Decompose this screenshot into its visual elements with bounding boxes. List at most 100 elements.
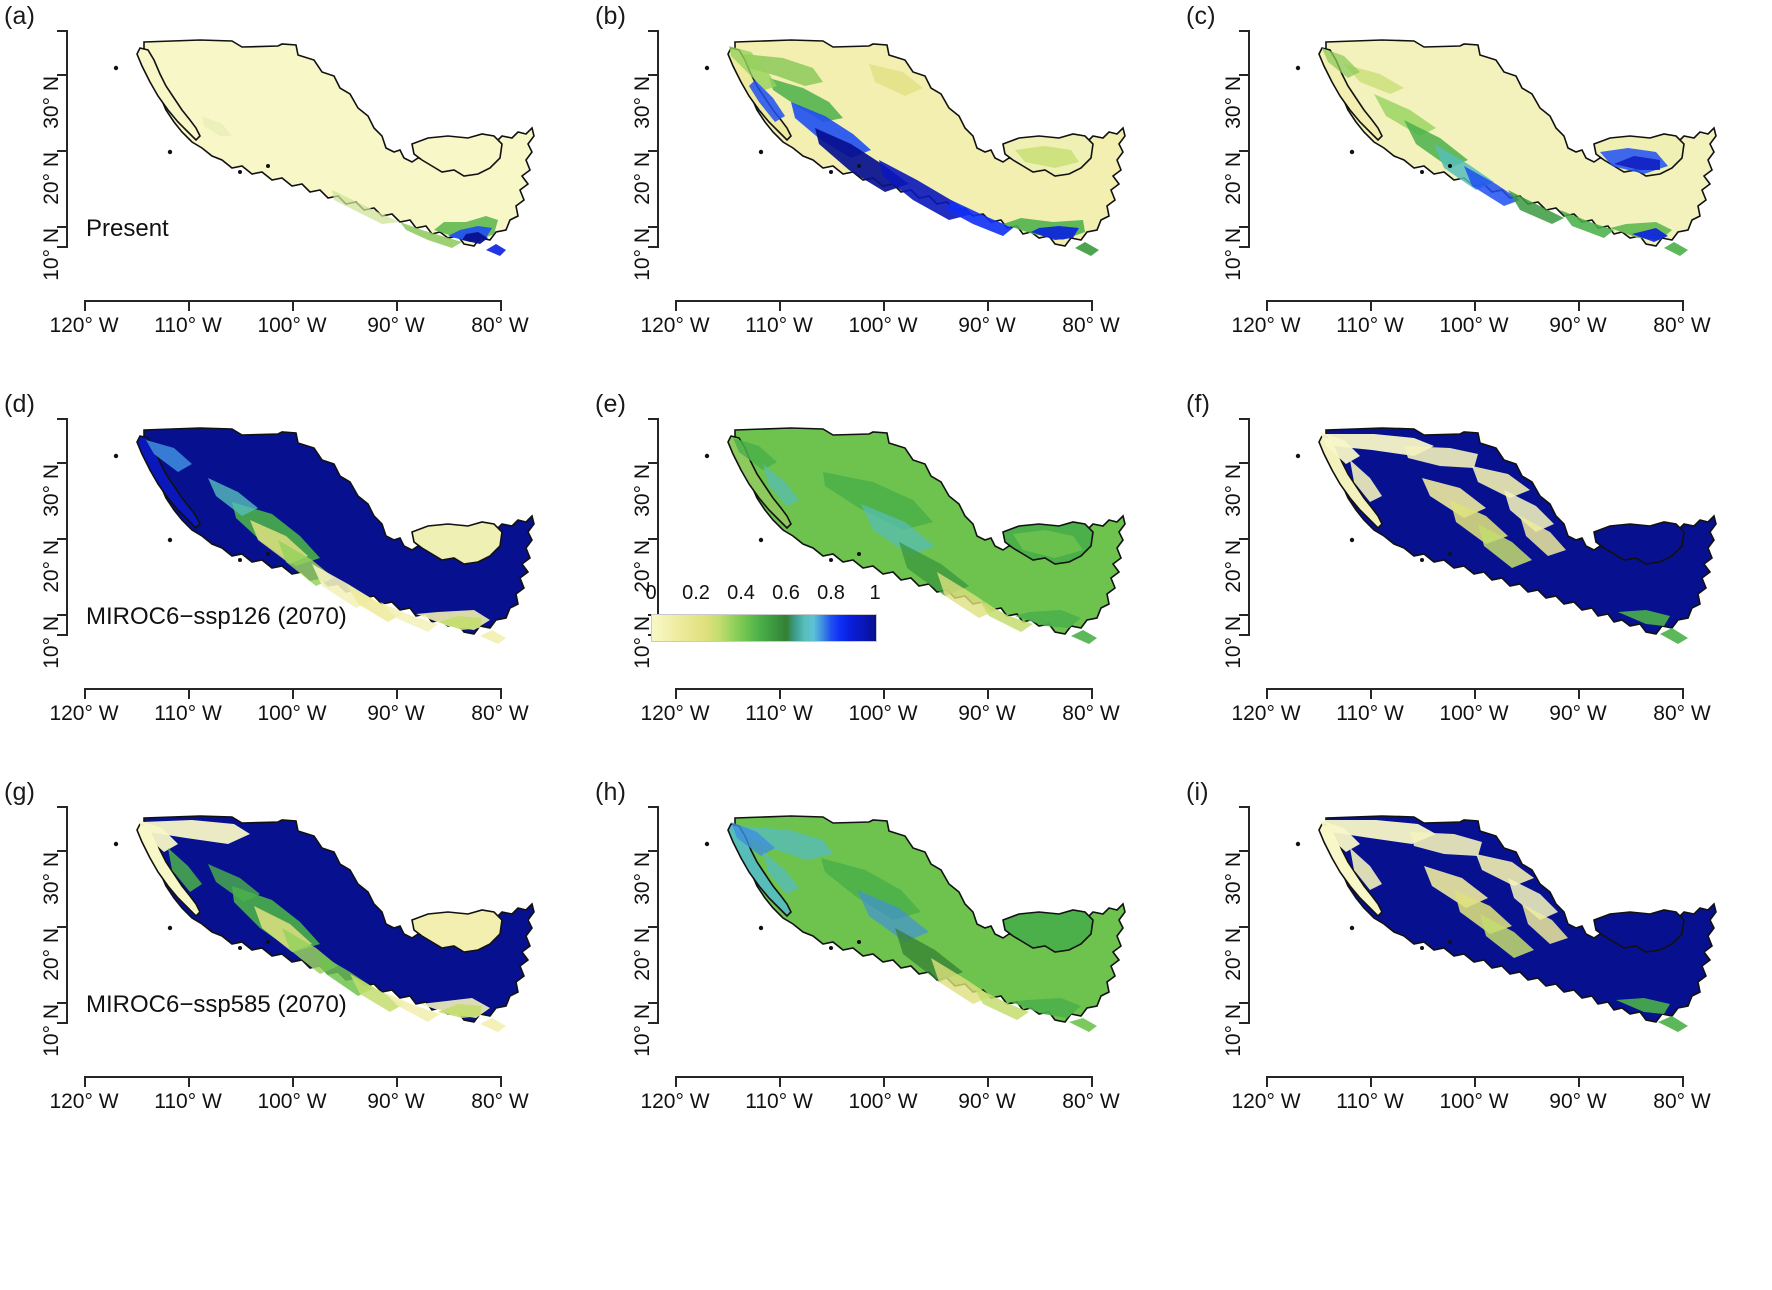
- x-tick-120w: [1266, 1076, 1268, 1087]
- x-tick-100w: [1474, 300, 1476, 311]
- map-e[interactable]: [663, 404, 1163, 686]
- y-axis-cap-top: [1239, 806, 1250, 808]
- y-tick-30: [57, 74, 68, 76]
- x-axis-b: 120° W 110° W 100° W 90° W 80° W: [640, 300, 1120, 337]
- x-tick-90w: [396, 1076, 398, 1087]
- panel-g[interactable]: (g) 30° N 20° N 10° N: [0, 776, 590, 1161]
- panel-label-e: (e): [595, 390, 627, 418]
- y-tick-10: [1239, 614, 1250, 616]
- x-tick-label-90w: 90° W: [367, 702, 425, 725]
- map-a[interactable]: [72, 16, 572, 298]
- y-tick-20: [648, 926, 659, 928]
- y-tick-10: [57, 614, 68, 616]
- x-tick-label-100w: 100° W: [1439, 1090, 1509, 1113]
- y-axis-cap-top: [648, 806, 659, 808]
- x-tick-90w: [987, 688, 989, 699]
- map-d[interactable]: [72, 404, 572, 686]
- y-tick-20: [57, 926, 68, 928]
- x-axis-e: 120° W 110° W 100° W 90° W 80° W: [640, 688, 1120, 725]
- x-tick-80w: [500, 1076, 502, 1087]
- colorbar-legend[interactable]: 0 0.2 0.4 0.6 0.8 1: [645, 582, 881, 644]
- x-tick-90w: [987, 1076, 989, 1087]
- x-tick-label-120w: 120° W: [49, 1090, 119, 1113]
- x-tick-label-120w: 120° W: [1231, 314, 1301, 337]
- x-tick-label-80w: 80° W: [471, 1090, 529, 1113]
- x-tick-label-100w: 100° W: [848, 702, 918, 725]
- x-tick-120w: [84, 1076, 86, 1087]
- y-axis-g: 30° N 20° N 10° N: [40, 806, 68, 1057]
- x-axis-a: 120° W 110° W 100° W 90° W 80° W: [49, 300, 529, 337]
- x-tick-label-80w: 80° W: [1062, 314, 1120, 337]
- panel-c[interactable]: (c) 30° N 20° N 10° N: [1182, 0, 1772, 385]
- panel-label-c: (c): [1186, 2, 1216, 30]
- x-tick-100w: [292, 688, 294, 699]
- x-tick-110w: [1370, 688, 1372, 699]
- x-tick-90w: [1578, 688, 1580, 699]
- y-axis-cap-top: [57, 806, 68, 808]
- y-tick-10: [1239, 1002, 1250, 1004]
- y-axis-cap-bottom: [57, 634, 68, 636]
- x-tick-label-120w: 120° W: [1231, 702, 1301, 725]
- map-c[interactable]: [1254, 16, 1754, 298]
- map-h[interactable]: [663, 792, 1163, 1074]
- y-axis-h: 30° N 20° N 10° N: [631, 806, 659, 1057]
- panel-e[interactable]: (e) 30° N 20° N 10° N: [591, 388, 1181, 773]
- x-tick-label-80w: 80° W: [471, 702, 529, 725]
- x-tick-110w: [1370, 300, 1372, 311]
- x-axis-g: 120° W 110° W 100° W 90° W 80° W: [49, 1076, 529, 1113]
- x-tick-110w: [188, 688, 190, 699]
- y-axis-i: 30° N 20° N 10° N: [1222, 806, 1250, 1057]
- x-axis-h: 120° W 110° W 100° W 90° W 80° W: [640, 1076, 1120, 1113]
- y-tick-20: [1239, 150, 1250, 152]
- panel-label-d: (d): [4, 390, 36, 418]
- y-tick-10: [1239, 226, 1250, 228]
- y-axis-cap-top: [57, 30, 68, 32]
- y-axis-cap-bottom: [1239, 634, 1250, 636]
- x-tick-label-120w: 120° W: [640, 314, 710, 337]
- x-tick-80w: [1091, 300, 1093, 311]
- x-tick-label-90w: 90° W: [1549, 1090, 1607, 1113]
- y-axis-a: 30° N 20° N 10° N: [40, 30, 68, 281]
- x-tick-90w: [396, 300, 398, 311]
- y-axis-cap-top: [648, 30, 659, 32]
- panel-b[interactable]: (b) 30° N 20° N 10° N: [591, 0, 1181, 385]
- y-axis-cap-top: [1239, 418, 1250, 420]
- legend-tick-0.4: 0.4: [727, 582, 755, 604]
- panel-h[interactable]: (h) 30° N 20° N 10° N: [591, 776, 1181, 1161]
- x-tick-label-100w: 100° W: [257, 702, 327, 725]
- y-tick-30: [648, 462, 659, 464]
- y-axis-b: 30° N 20° N 10° N: [631, 30, 659, 281]
- y-tick-20: [57, 538, 68, 540]
- panel-label-h: (h): [595, 778, 627, 806]
- x-tick-80w: [1682, 300, 1684, 311]
- panel-i[interactable]: (i) 30° N 20° N 10° N: [1182, 776, 1772, 1161]
- panel-a[interactable]: (a) 30° N 20° N 10° N: [0, 0, 590, 385]
- x-tick-110w: [188, 300, 190, 311]
- x-tick-label-110w: 110° W: [1336, 314, 1404, 337]
- x-tick-label-100w: 100° W: [848, 314, 918, 337]
- x-tick-120w: [675, 688, 677, 699]
- y-tick-20: [648, 538, 659, 540]
- x-tick-100w: [292, 300, 294, 311]
- map-i[interactable]: [1254, 792, 1754, 1074]
- y-tick-20: [57, 150, 68, 152]
- x-tick-label-120w: 120° W: [49, 314, 119, 337]
- panel-label-b: (b): [595, 2, 627, 30]
- x-tick-120w: [675, 300, 677, 311]
- x-tick-label-100w: 100° W: [257, 1090, 327, 1113]
- map-b[interactable]: [663, 16, 1163, 298]
- x-tick-label-90w: 90° W: [958, 1090, 1016, 1113]
- x-tick-90w: [1578, 300, 1580, 311]
- x-tick-label-120w: 120° W: [640, 1090, 710, 1113]
- y-tick-30: [1239, 74, 1250, 76]
- x-tick-label-120w: 120° W: [1231, 1090, 1301, 1113]
- map-f[interactable]: [1254, 404, 1754, 686]
- panel-d[interactable]: (d) 30° N 20° N 10° N: [0, 388, 590, 773]
- y-axis-cap-bottom: [57, 1022, 68, 1024]
- map-g[interactable]: [72, 792, 572, 1074]
- y-axis-cap-top: [1239, 30, 1250, 32]
- y-axis-cap-bottom: [1239, 1022, 1250, 1024]
- panel-f[interactable]: (f) 30° N 20° N 10° N: [1182, 388, 1772, 773]
- y-tick-30: [57, 462, 68, 464]
- x-tick-label-110w: 110° W: [154, 314, 222, 337]
